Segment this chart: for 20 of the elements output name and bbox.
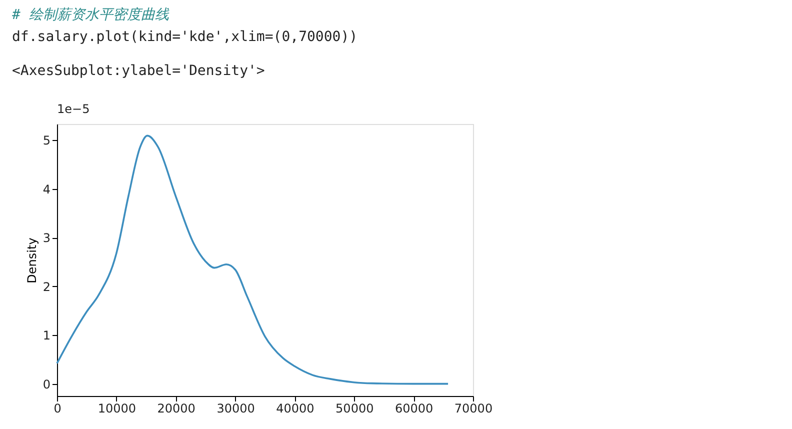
y-tick-label: 0 (42, 377, 50, 392)
text: 1e−5 (57, 102, 90, 116)
x-tick-label: 30000 (216, 402, 255, 416)
y-tick-label: 4 (42, 182, 50, 196)
y-axis-title: Density (24, 238, 39, 284)
x-tick-label: 70000 (454, 402, 493, 416)
y-tick-label: 5 (42, 134, 50, 148)
text: <AxesSubplot:ylabel='Density'> (12, 63, 265, 79)
x-tick-label: 40000 (276, 402, 314, 416)
x-tick-label: 60000 (394, 402, 434, 416)
y-tick-label: 2 (42, 280, 50, 294)
text: df.salary.plot(kind='kde',xlim=(0,70000)) (12, 29, 358, 45)
x-tick-label: 10000 (98, 402, 136, 416)
x-tick-label: 50000 (336, 402, 374, 416)
y-tick-label: 1 (42, 328, 50, 343)
text: # 绘制薪资水平密度曲线 (11, 7, 170, 23)
y-tick-label: 3 (42, 231, 50, 246)
x-tick-label: 0 (54, 402, 62, 416)
x-tick-label: 20000 (157, 402, 196, 416)
line-series (56, 134, 449, 385)
